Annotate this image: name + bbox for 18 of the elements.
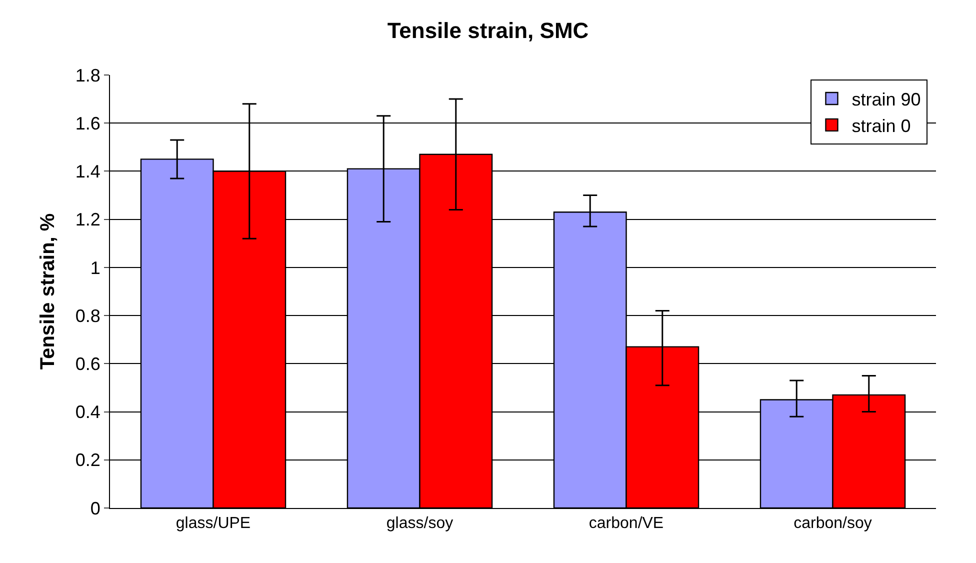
x-tick-label: carbon/VE bbox=[588, 515, 664, 532]
y-axis-title: Tensile strain, % bbox=[36, 213, 59, 370]
y-tick-label: 1.8 bbox=[75, 65, 100, 86]
y-tick-label: 1.6 bbox=[75, 113, 100, 134]
y-tick-label: 0 bbox=[90, 498, 100, 518]
y-tick-label: 0.2 bbox=[75, 450, 100, 470]
y-tick-label: 0.8 bbox=[75, 306, 100, 326]
y-tick-label: 0.4 bbox=[75, 402, 100, 422]
y-tick-label: 1.2 bbox=[75, 210, 100, 230]
chart-title: Tensile strain, SMC bbox=[387, 18, 589, 43]
x-tick-label: glass/UPE bbox=[176, 515, 251, 532]
y-tick-label: 1 bbox=[90, 258, 100, 278]
x-tick-label: glass/soy bbox=[386, 515, 454, 532]
legend-label: strain 90 bbox=[852, 90, 921, 110]
y-tick-label: 1.4 bbox=[75, 162, 100, 182]
legend-label: strain 0 bbox=[852, 116, 911, 136]
x-tick-label: carbon/soy bbox=[794, 515, 872, 532]
y-tick-label: 0.6 bbox=[75, 354, 100, 374]
